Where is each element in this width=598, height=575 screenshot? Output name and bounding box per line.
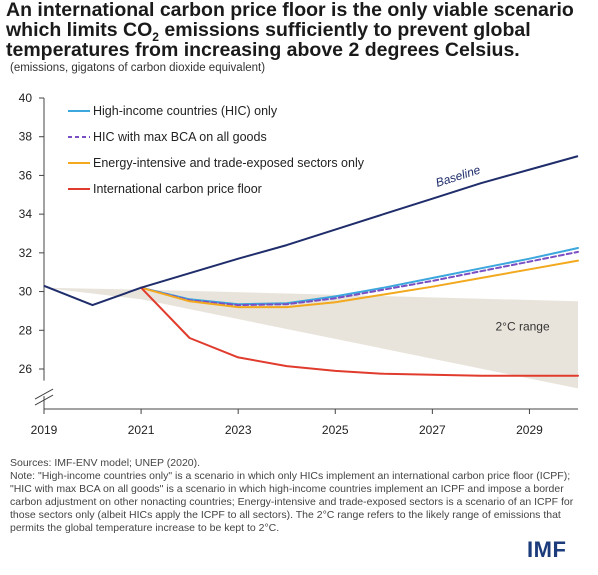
- axis-break-mark: [34, 388, 54, 400]
- legend-label: HIC with max BCA on all goods: [93, 130, 267, 144]
- emissions-chart: 2°C range 26 28 30 32 34 36 38 40 2019 2021 2023 202…: [19, 91, 579, 437]
- notes-block: Sources: IMF-ENV model; UNEP (2020). Not…: [10, 457, 590, 535]
- chart-subtitle: (emissions, gigatons of carbon dioxide e…: [10, 62, 266, 74]
- title-line-3: temperatures from increasing above 2 deg…: [6, 39, 520, 61]
- x-tick-label: 2025: [322, 423, 349, 437]
- y-tick-label: 34: [19, 207, 33, 221]
- x-tick-label: 2023: [225, 423, 252, 437]
- axis-break-mark: [34, 394, 54, 406]
- series-line: [140, 286, 579, 377]
- baseline-line: [43, 155, 579, 307]
- y-tick-label: 40: [19, 91, 33, 105]
- y-tick-label: 26: [19, 362, 33, 376]
- sources-text: Sources: IMF-ENV model; UNEP (2020).: [10, 457, 201, 469]
- title-subscript: 2: [152, 29, 159, 44]
- y-tick-label: 36: [19, 168, 33, 182]
- x-tick-label: 2019: [31, 423, 58, 437]
- x-tick-label: 2021: [128, 423, 155, 437]
- y-tick-label: 28: [19, 323, 33, 337]
- band-label: 2°C range: [495, 319, 549, 333]
- x-tick-label: 2027: [419, 423, 446, 437]
- imf-logo: IMF: [527, 537, 567, 562]
- legend-label: High-income countries (HIC) only: [93, 104, 278, 118]
- chart-title: An international carbon price floor is t…: [6, 0, 596, 60]
- title-line-2-pre: which limits CO: [6, 19, 153, 41]
- title-line-1: An international carbon price floor is t…: [6, 0, 574, 21]
- legend-label: International carbon price floor: [93, 182, 262, 196]
- y-tick-label: 30: [19, 285, 33, 299]
- y-tick-label: 38: [19, 130, 33, 144]
- x-tick-label: 2029: [516, 423, 543, 437]
- series-line: [140, 259, 579, 309]
- title-line-2-post: emissions sufficiently to prevent global: [158, 19, 531, 41]
- note-text: Note: "High-income countries only" is a …: [10, 470, 574, 534]
- band-2c-range: [44, 287, 578, 389]
- legend-label: Energy-intensive and trade-exposed secto…: [93, 156, 365, 170]
- series-line: [140, 250, 579, 307]
- y-tick-label: 32: [19, 246, 33, 260]
